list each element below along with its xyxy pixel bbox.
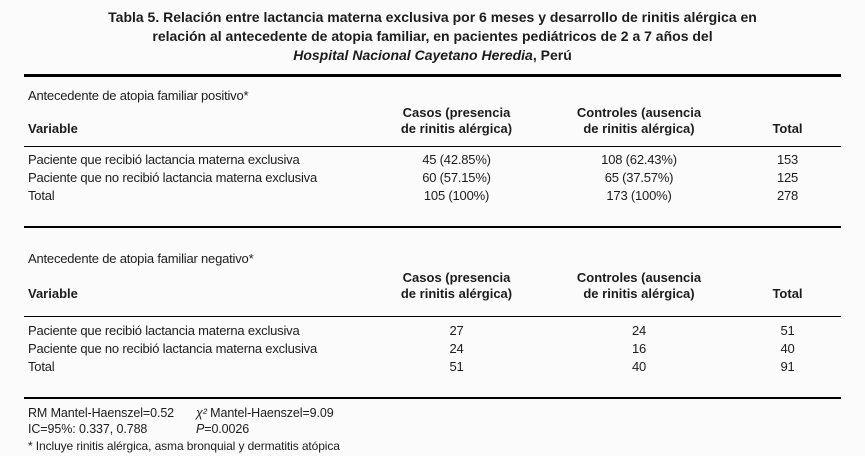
cell-variable: Paciente que recibió lactancia materna e… bbox=[28, 323, 300, 338]
column-header-casos: Casos (presencia de rinitis alérgica) bbox=[369, 105, 544, 137]
section-atopia-positivo: Antecedente de atopia familiar positivo*… bbox=[24, 88, 841, 205]
cell-total: 40 bbox=[780, 341, 795, 356]
cell-casos: 105 (100%) bbox=[423, 188, 490, 203]
column-header-controles: Controles (ausencia de rinitis alérgica) bbox=[544, 270, 734, 302]
cell-casos: 24 bbox=[449, 341, 464, 356]
column-header-row: Variable Casos (presencia de rinitis alé… bbox=[24, 270, 841, 302]
table-bottom-rule bbox=[24, 397, 841, 399]
cell-variable: Paciente que no recibió lactancia matern… bbox=[28, 341, 317, 356]
table-footnote: * Incluye rinitis alérgica, asma bronqui… bbox=[28, 439, 340, 453]
cell-total: 125 bbox=[776, 170, 799, 185]
cell-casos: 51 bbox=[449, 359, 464, 374]
table-body-negativo: Paciente que recibió lactancia materna e… bbox=[24, 322, 841, 376]
cell-controles: 65 (37.57%) bbox=[604, 170, 674, 185]
column-header-casos-line1: Casos (presencia bbox=[402, 270, 511, 285]
cell-controles: 108 (62.43%) bbox=[601, 152, 677, 167]
cell-casos: 60 (57.15%) bbox=[422, 170, 491, 185]
stat-confidence-interval: IC=95%: 0.337, 0.788 bbox=[28, 422, 148, 436]
table-row-total: Total 51 40 91 bbox=[24, 358, 841, 376]
title-line-3: Hospital Nacional Cayetano Heredia, Perú bbox=[24, 46, 841, 65]
column-header-controles-line2: de rinitis alérgica) bbox=[583, 286, 695, 301]
cell-variable: Paciente que no recibió lactancia matern… bbox=[28, 170, 317, 185]
column-header-controles-line1: Controles (ausencia bbox=[576, 105, 702, 120]
cell-variable: Paciente que recibió lactancia materna e… bbox=[28, 152, 300, 167]
column-header-casos-line2: de rinitis alérgica) bbox=[400, 121, 513, 136]
table-body-positivo: Paciente que recibió lactancia materna e… bbox=[24, 151, 841, 205]
section-label-negativo: Antecedente de atopia familiar negativo* bbox=[28, 251, 254, 266]
column-header-controles: Controles (ausencia de rinitis alérgica) bbox=[544, 105, 734, 137]
stat-rm-mantel-haenszel: RM Mantel-Haenszel=0.52 bbox=[28, 406, 175, 420]
cell-casos: 27 bbox=[449, 323, 464, 338]
header-separator-rule bbox=[24, 146, 841, 147]
title-country: , Perú bbox=[532, 47, 572, 63]
chi-value: Mantel-Haenszel=9.09 bbox=[206, 406, 334, 420]
cell-total: 153 bbox=[776, 152, 799, 167]
cell-total: 278 bbox=[776, 188, 799, 203]
section-label-positivo: Antecedente de atopia familiar positivo* bbox=[28, 88, 249, 103]
column-header-total: Total bbox=[772, 286, 803, 301]
table-row: Paciente que recibió lactancia materna e… bbox=[24, 151, 841, 169]
cell-casos: 45 (42.85%) bbox=[422, 152, 491, 167]
table-row-total: Total 105 (100%) 173 (100%) 278 bbox=[24, 187, 841, 205]
column-header-variable: Variable bbox=[28, 286, 78, 301]
cell-controles: 173 (100%) bbox=[606, 188, 672, 203]
table-row: Paciente que no recibió lactancia matern… bbox=[24, 169, 841, 187]
chi-symbol: χ² bbox=[196, 406, 207, 420]
footer-statistics: RM Mantel-Haenszel=0.52 χ² Mantel-Haensz… bbox=[24, 405, 458, 437]
title-line-1: Tabla 5. Relación entre lactancia matern… bbox=[108, 9, 757, 25]
p-value: =0.0026 bbox=[204, 422, 250, 436]
cell-controles: 24 bbox=[631, 323, 647, 338]
cell-controles: 16 bbox=[631, 341, 647, 356]
table-top-rule bbox=[24, 74, 841, 77]
table-title: Tabla 5. Relación entre lactancia matern… bbox=[24, 8, 841, 65]
cell-controles: 40 bbox=[631, 359, 647, 374]
cell-variable: Total bbox=[28, 359, 55, 374]
column-header-row: Variable Casos (presencia de rinitis alé… bbox=[24, 105, 841, 137]
title-line-2: relación al antecedente de atopia famili… bbox=[152, 28, 713, 44]
cell-variable: Total bbox=[28, 188, 55, 203]
cell-total: 91 bbox=[780, 359, 795, 374]
column-header-total: Total bbox=[772, 121, 803, 136]
section-atopia-negativo: Antecedente de atopia familiar negativo*… bbox=[24, 251, 841, 376]
column-header-controles-line2: de rinitis alérgica) bbox=[583, 121, 695, 136]
column-header-casos: Casos (presencia de rinitis alérgica) bbox=[369, 270, 544, 302]
column-header-controles-line1: Controles (ausencia bbox=[576, 270, 702, 285]
column-header-casos-line2: de rinitis alérgica) bbox=[400, 286, 513, 301]
header-separator-rule bbox=[24, 316, 841, 317]
title-hospital-name: Hospital Nacional Cayetano Heredia bbox=[293, 47, 533, 63]
column-header-variable: Variable bbox=[28, 121, 78, 136]
stat-chi-square: χ² Mantel-Haenszel=9.09 bbox=[196, 405, 458, 421]
p-symbol: P bbox=[196, 422, 205, 436]
table-row: Paciente que no recibió lactancia matern… bbox=[24, 340, 841, 358]
cell-total: 51 bbox=[780, 323, 795, 338]
column-header-casos-line1: Casos (presencia bbox=[402, 105, 511, 120]
stat-p-value: P=0.0026 bbox=[196, 421, 458, 437]
table-close-rule bbox=[24, 226, 841, 228]
table-row: Paciente que recibió lactancia materna e… bbox=[24, 322, 841, 340]
